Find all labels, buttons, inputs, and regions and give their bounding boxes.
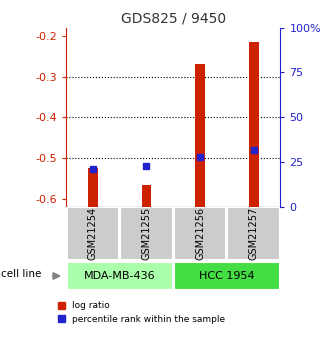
Bar: [67, 262, 173, 290]
Bar: [88, 168, 98, 207]
Bar: [67, 207, 119, 260]
Text: cell line: cell line: [1, 269, 42, 279]
Bar: [174, 207, 226, 260]
Bar: [142, 185, 151, 207]
Bar: [249, 42, 258, 207]
Text: GSM21254: GSM21254: [88, 207, 98, 260]
Bar: [174, 262, 280, 290]
Bar: [195, 64, 205, 207]
Text: GSM21256: GSM21256: [195, 207, 205, 260]
Text: MDA-MB-436: MDA-MB-436: [84, 271, 155, 281]
Legend: log ratio, percentile rank within the sample: log ratio, percentile rank within the sa…: [54, 298, 229, 327]
Title: GDS825 / 9450: GDS825 / 9450: [121, 11, 226, 25]
Text: GSM21255: GSM21255: [142, 207, 151, 260]
Bar: [227, 207, 280, 260]
Text: GSM21257: GSM21257: [249, 207, 259, 260]
Text: HCC 1954: HCC 1954: [199, 271, 255, 281]
Bar: [120, 207, 173, 260]
